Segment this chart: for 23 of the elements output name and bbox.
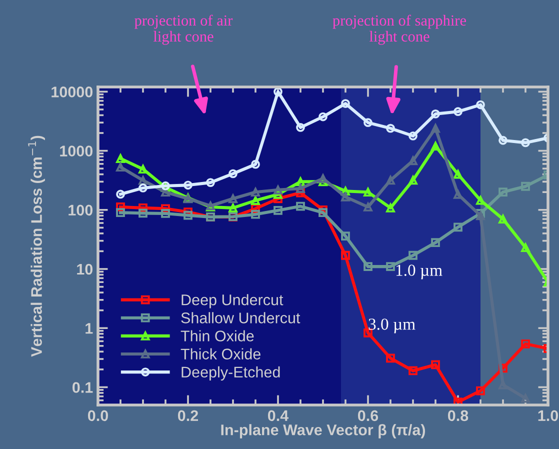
legend-label: Shallow Undercut	[181, 312, 300, 324]
x-tick-label: 0.8	[448, 410, 468, 422]
legend-label: Deep Undercut	[182, 294, 284, 308]
legend-label: Thin Oxide	[180, 330, 254, 342]
y-axis-title: Vertical Radiation Loss (cm$^{−1}$)	[28, 136, 45, 357]
x-tick-label: 0.0	[88, 410, 108, 422]
x-tick-label: 0.6	[358, 410, 378, 422]
x-tick-label: 0.4	[268, 410, 289, 422]
y-tick-label: 1	[86, 323, 93, 334]
y-tick-label: 10	[77, 264, 93, 275]
x-tick-label: 1.0	[538, 410, 558, 422]
y-tick-label: 10000	[52, 86, 93, 98]
y-tick-label: 100	[68, 204, 93, 216]
annotation: 3.0 µm	[368, 318, 416, 334]
legend-label: Thick Oxide	[180, 348, 260, 360]
x-tick-label: 0.2	[178, 410, 198, 422]
text: projection of sapphire light cone	[332, 14, 466, 45]
y-tick-label: 1000	[60, 146, 93, 156]
legend-label: Deeply-Etched	[182, 366, 280, 381]
annotation: 1.0 µm	[396, 264, 442, 280]
x-axis-title: In-plane Wave Vector β (π/a)	[221, 424, 426, 438]
y-tick-label: 0.1	[72, 382, 93, 393]
text: projection of air light cone	[134, 14, 233, 45]
